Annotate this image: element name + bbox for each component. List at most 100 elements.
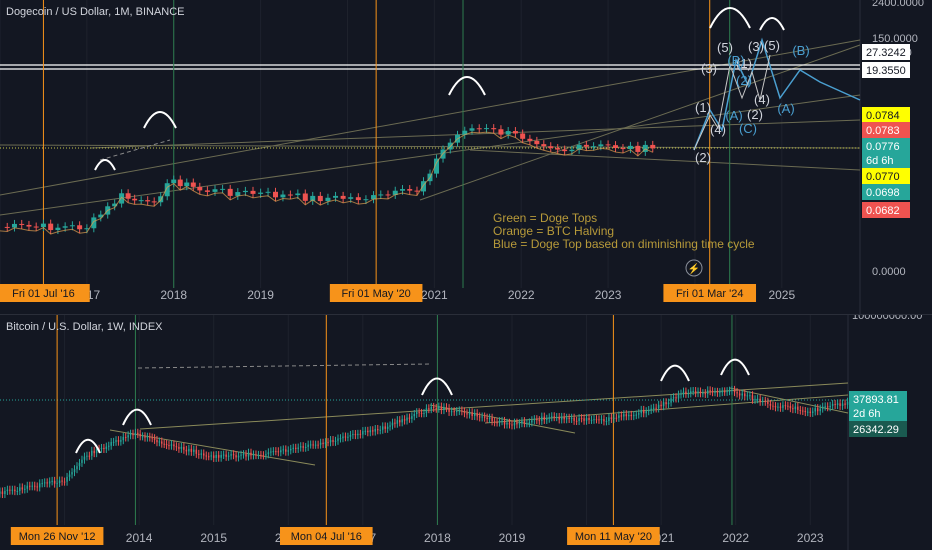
- btc-candle: [260, 454, 262, 456]
- doge-candle: [534, 140, 540, 145]
- btc-candle: [675, 397, 677, 399]
- btc-candle: [819, 408, 821, 412]
- top-arc: [660, 364, 690, 382]
- btc-candle: [112, 441, 115, 443]
- date-flag: Mon 04 Jul '16: [291, 531, 362, 543]
- doge-candle: [250, 190, 256, 194]
- wave-label: (4): [754, 92, 770, 107]
- wave-label: (1): [736, 56, 752, 71]
- btc-candle: [506, 422, 508, 425]
- trend-line: [0, 144, 861, 149]
- btc-candle: [761, 400, 764, 402]
- btc-candle: [105, 446, 108, 449]
- btc-candle: [215, 455, 217, 458]
- btc-candle: [235, 455, 237, 458]
- btc-candle: [548, 417, 551, 419]
- wave-label: (3): [701, 61, 717, 76]
- price-label: 37893.81: [853, 394, 899, 406]
- btc-candle: [347, 436, 349, 438]
- btc-candle: [100, 447, 103, 449]
- btc-candle: [650, 408, 652, 411]
- btc-candle: [608, 417, 610, 422]
- doge-candle: [650, 144, 656, 149]
- btc-candle: [78, 462, 81, 467]
- btc-candle: [543, 416, 546, 420]
- doge-chart-pane[interactable]: (1) (2) (3) (4) (5) (1) (2) (3) (4) (5) (A) (B) (C)(…: [0, 0, 932, 314]
- date-flag: Fri 01 Jul '16: [12, 288, 75, 300]
- btc-candle: [811, 411, 814, 413]
- doge-candle: [197, 186, 203, 191]
- btc-candle: [466, 413, 468, 415]
- btc-candle: [652, 407, 655, 409]
- btc-candle: [471, 412, 473, 416]
- doge-candle: [177, 179, 183, 187]
- btc-candle: [275, 451, 277, 453]
- btc-candle: [319, 442, 322, 445]
- btc-bg: [0, 315, 932, 550]
- trend-line: [484, 394, 849, 424]
- wave-label: (5): [764, 38, 780, 53]
- btc-candle: [456, 411, 458, 413]
- y-tick-label: 0.0000: [872, 266, 906, 278]
- wave-label: (2): [695, 150, 711, 165]
- doge-chart[interactable]: (1)(2)(3)(4)(5)(1)(2)(3)(4)(5)(A)(B)(C)(…: [0, 0, 932, 314]
- doge-candle: [171, 179, 177, 184]
- btc-candle: [445, 407, 448, 409]
- btc-candle: [68, 474, 71, 477]
- btc-candle: [0, 491, 1, 494]
- price-label-bg: [849, 405, 907, 421]
- btc-candle: [31, 485, 34, 487]
- btc-candle: [769, 403, 772, 406]
- btc-candle: [694, 391, 697, 394]
- btc-candle: [227, 455, 230, 457]
- btc-candle: [332, 440, 334, 442]
- doge-candle: [84, 228, 90, 230]
- btc-candle: [746, 395, 749, 397]
- doge-candle: [583, 144, 589, 147]
- btc-candle: [526, 423, 528, 425]
- btc-candle: [738, 393, 741, 396]
- btc-candle: [242, 454, 245, 456]
- doge-candle: [265, 191, 271, 193]
- btc-candle: [21, 487, 24, 490]
- doge-candle: [132, 198, 138, 201]
- btc-candle: [81, 459, 83, 463]
- moving-average: [0, 131, 653, 235]
- date-flag: Fri 01 Mar '24: [676, 288, 744, 300]
- price-label-bg: [862, 168, 910, 184]
- btc-candle: [461, 410, 463, 412]
- btc-candle: [151, 437, 153, 439]
- btc-candle: [531, 420, 533, 423]
- btc-candle: [359, 433, 362, 435]
- doge-candle: [620, 148, 626, 150]
- btc-candle: [647, 410, 650, 412]
- doge-candle: [399, 189, 405, 191]
- btc-candle: [826, 406, 829, 408]
- btc-candle: [638, 413, 640, 415]
- doge-candle: [325, 197, 331, 202]
- btc-candle: [381, 426, 384, 430]
- btc-chart[interactable]: 2013201420152016201720182019202020212022…: [0, 315, 932, 550]
- btc-candle: [774, 406, 777, 408]
- btc-candle: [95, 448, 98, 454]
- x-tick-label: 2019: [499, 531, 526, 545]
- btc-candle: [144, 436, 146, 438]
- doge-candle: [363, 199, 369, 201]
- price-label-bg: [862, 44, 910, 60]
- top-arc: [421, 377, 453, 396]
- doge-candle: [77, 225, 83, 230]
- btc-chart-pane[interactable]: 2013201420152016201720182019202020212022…: [0, 314, 932, 550]
- btc-candle: [628, 414, 630, 417]
- btc-candle: [198, 453, 200, 455]
- btc-candle: [706, 390, 709, 394]
- doge-candle: [407, 189, 413, 191]
- price-label: 0.0698: [866, 187, 900, 199]
- top-arc: [122, 408, 152, 426]
- doge-candle: [385, 194, 391, 196]
- x-tick-label: 2025: [768, 288, 795, 302]
- btc-candle: [841, 403, 844, 406]
- doge-candle: [212, 189, 218, 192]
- btc-candle: [115, 440, 117, 442]
- btc-candle: [809, 411, 812, 413]
- btc-candle: [423, 412, 425, 414]
